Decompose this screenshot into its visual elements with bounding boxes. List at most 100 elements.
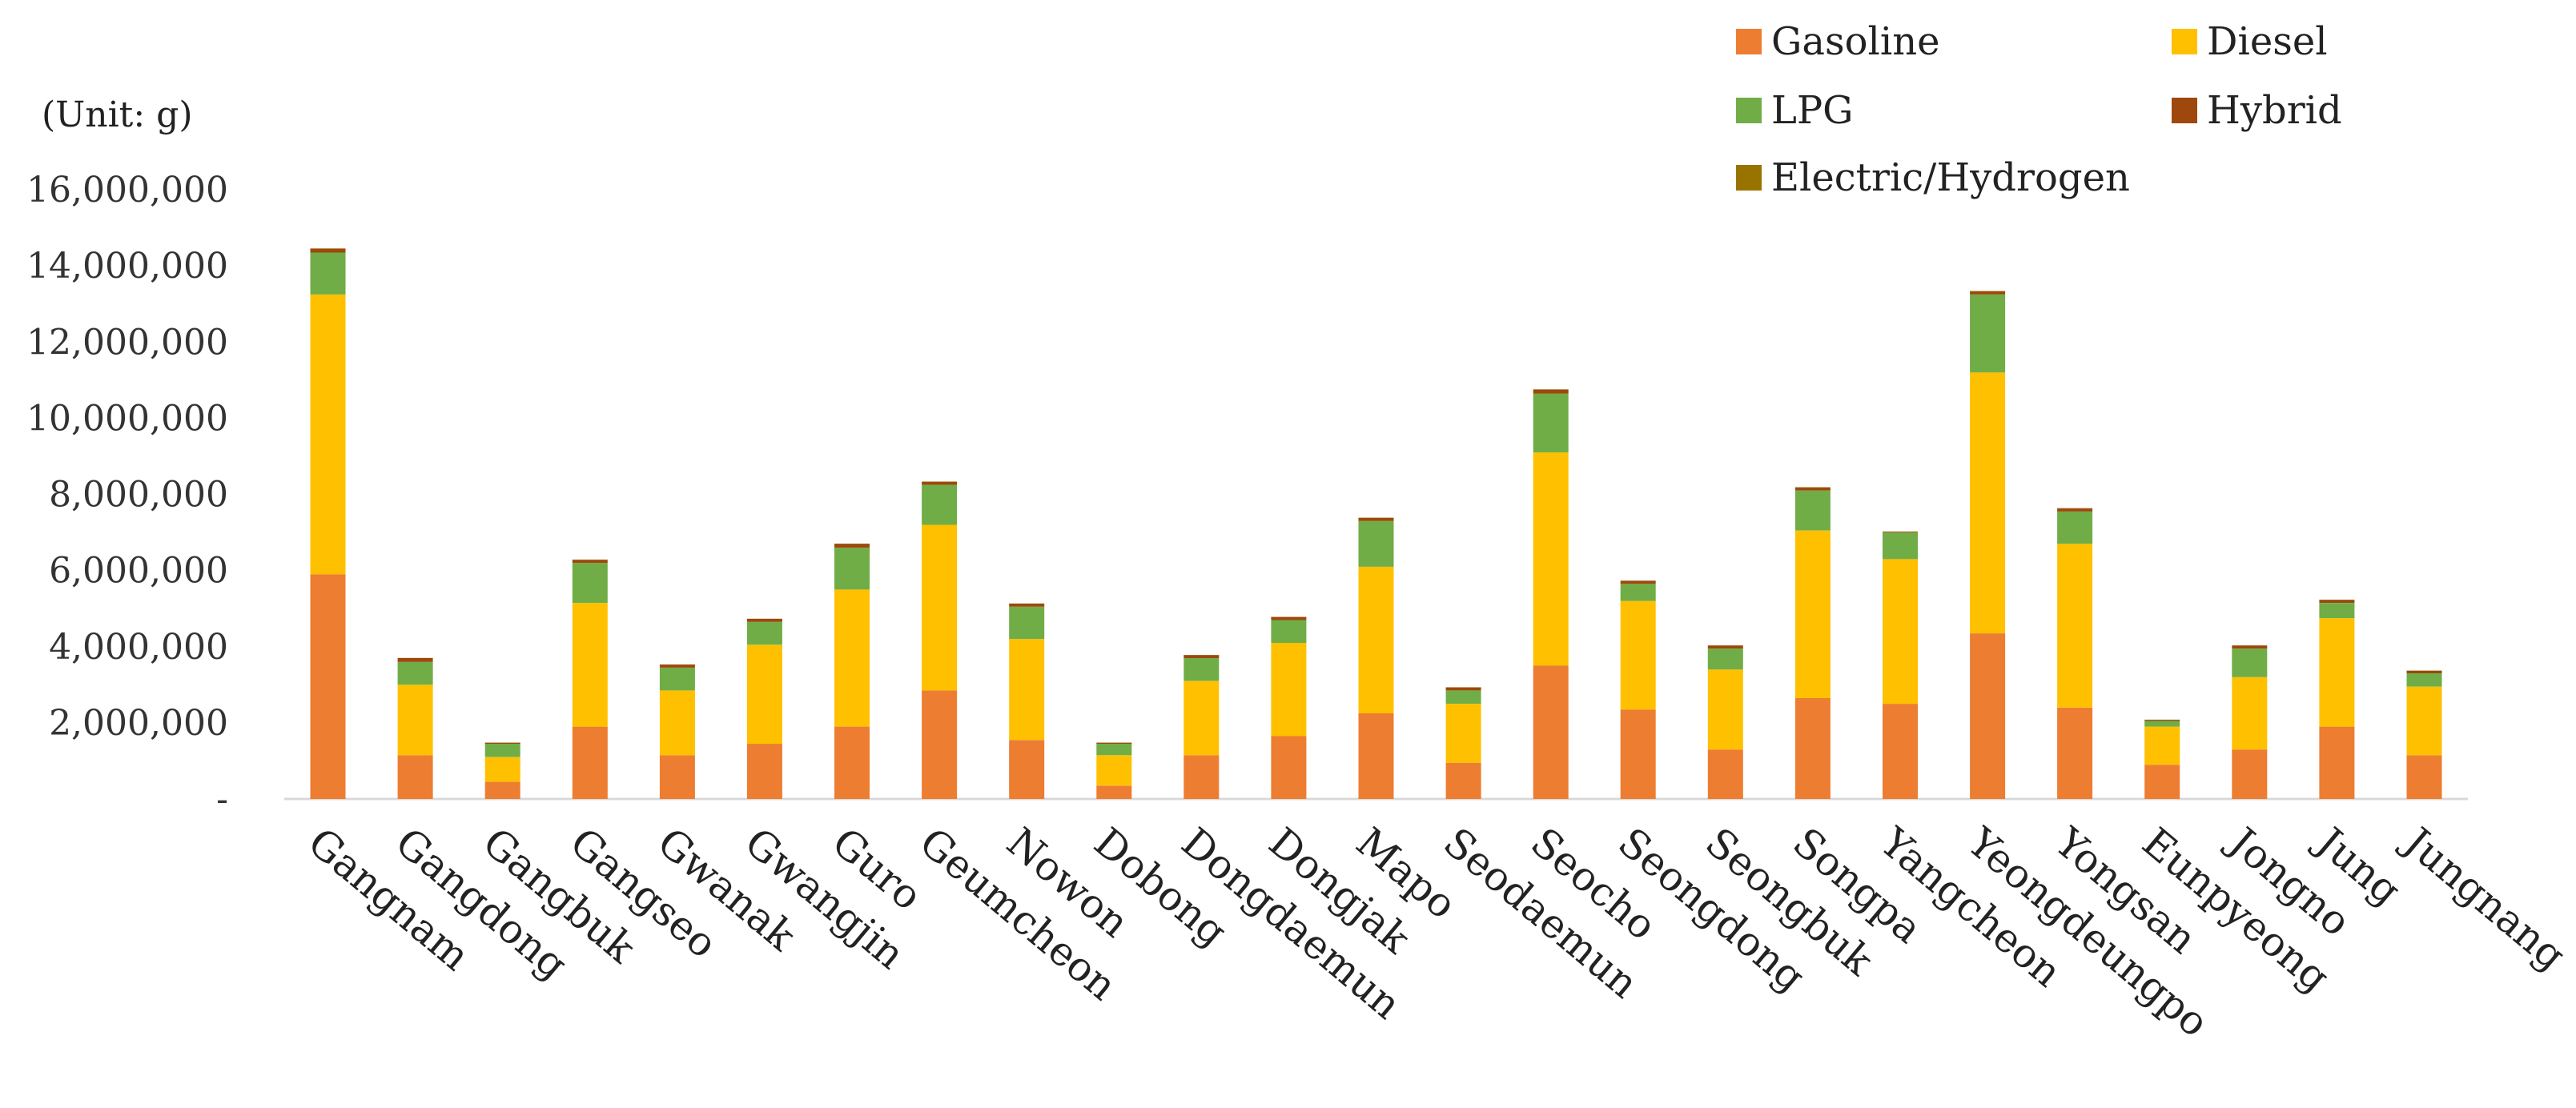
y-tick-label: 14,000,000	[26, 246, 228, 287]
bar-segment-lpg-geumcheon	[922, 484, 958, 525]
bar-segment-hybrid-gangnam	[310, 248, 346, 253]
bar-segment-hybrid-nowon	[1009, 604, 1045, 607]
bar-segment-hybrid-dongdaemun	[1184, 655, 1220, 658]
bar-segment-diesel-jung	[2319, 618, 2355, 727]
y-tick-label: -	[216, 779, 228, 820]
bar-segment-diesel-seongbuk	[1707, 669, 1743, 750]
bar-segment-hybrid-jung	[2319, 600, 2355, 603]
bar-segment-gasoline-gangnam	[310, 574, 346, 799]
bar-segment-diesel-jongno	[2232, 676, 2268, 750]
bar-segment-lpg-gwanak	[659, 667, 695, 691]
bar-segment-hybrid-gangdong	[397, 658, 433, 662]
bar-segment-gasoline-seocho	[1533, 665, 1569, 799]
y-tick-label: 16,000,000	[26, 170, 228, 211]
bar-segment-gasoline-nowon	[1009, 740, 1045, 799]
bar-segment-diesel-mapo	[1358, 566, 1394, 713]
bar-segment-hybrid-seodaemun	[1445, 687, 1481, 691]
bar-segment-gasoline-geumcheon	[922, 690, 958, 799]
y-tick-label: 6,000,000	[49, 551, 228, 592]
bar-segment-gasoline-dobong	[1096, 785, 1132, 799]
legend-swatch-hybrid	[2172, 98, 2197, 123]
bar-segment-diesel-yongsan	[2057, 544, 2093, 708]
bar-segment-hybrid-gangseo	[572, 560, 608, 564]
y-tick-label: 10,000,000	[26, 398, 228, 439]
bar-segment-gasoline-songpa	[1794, 698, 1831, 799]
legend-label-diesel: Diesel	[2207, 19, 2328, 64]
bar-segment-gasoline-seongbuk	[1707, 749, 1743, 799]
bar-segment-lpg-yongsan	[2057, 511, 2093, 544]
bar-segment-hybrid-seocho	[1533, 389, 1569, 394]
bar-segment-gasoline-seongdong	[1620, 709, 1656, 799]
y-tick-label: 2,000,000	[49, 703, 228, 744]
bar-segment-diesel-guro	[834, 589, 870, 727]
bar-segment-electric-hydrogen-yeongdeungpo	[1970, 291, 2005, 292]
bar-segment-gasoline-mapo	[1358, 713, 1394, 799]
bar-segment-hybrid-gwangjin	[746, 619, 782, 622]
bar-segment-diesel-songpa	[1794, 530, 1831, 698]
bar-segment-hybrid-geumcheon	[922, 481, 958, 485]
bar-segment-gasoline-jungnang	[2406, 755, 2442, 799]
bar-segment-hybrid-songpa	[1794, 487, 1831, 491]
bar-segment-hybrid-seongdong	[1620, 580, 1656, 584]
bar-segment-electric-hydrogen-gangnam	[310, 248, 346, 249]
bar-segment-lpg-mapo	[1358, 520, 1394, 567]
bar-segment-diesel-seocho	[1533, 452, 1569, 666]
bar-segment-hybrid-dongjak	[1271, 616, 1307, 620]
bar-segment-gasoline-guro	[834, 726, 870, 799]
bars	[310, 248, 2442, 799]
y-tick-label: 4,000,000	[49, 627, 228, 668]
bar-segment-diesel-gangnam	[310, 294, 346, 575]
bar-segment-gasoline-eunpyeong	[2144, 765, 2180, 799]
bar-segment-diesel-seongdong	[1620, 600, 1656, 710]
bar-segment-lpg-jung	[2319, 603, 2355, 619]
bar-segment-diesel-dongjak	[1271, 643, 1307, 737]
unit-label: (Unit: g)	[42, 94, 192, 135]
bar-segment-lpg-seongdong	[1620, 584, 1656, 601]
bar-segment-hybrid-gwanak	[659, 664, 695, 668]
y-axis: - 2,000,000 4,000,000 6,000,000 8,000,000 10,…	[26, 170, 228, 820]
bar-segment-lpg-gangdong	[397, 661, 433, 685]
bar-segment-lpg-guro	[834, 548, 870, 590]
bar-segment-lpg-gangnam	[310, 252, 346, 295]
bar-segment-lpg-jongno	[2232, 648, 2268, 677]
bar-segment-diesel-dongdaemun	[1184, 680, 1220, 756]
y-tick-label: 12,000,000	[26, 322, 228, 363]
bar-segment-gasoline-gangbuk	[484, 781, 520, 799]
bar-segment-lpg-seodaemun	[1445, 690, 1481, 704]
legend-label-gasoline: Gasoline	[1771, 19, 1940, 64]
bar-segment-hybrid-eunpyeong	[2144, 720, 2180, 721]
legend-label-lpg: LPG	[1771, 88, 1854, 133]
bar-segment-diesel-jungnang	[2406, 686, 2442, 756]
x-tick-label: Jungnang	[2393, 817, 2574, 980]
bar-segment-gasoline-yangcheon	[1883, 704, 1918, 799]
bar-segment-gasoline-yeongdeungpo	[1970, 633, 2006, 799]
bar-segment-diesel-gwanak	[659, 690, 695, 756]
legend-label-hybrid: Hybrid	[2207, 88, 2342, 133]
bar-segment-hybrid-seongbuk	[1707, 645, 1743, 649]
bar-segment-gasoline-jongno	[2232, 749, 2268, 799]
bar-segment-diesel-nowon	[1009, 639, 1045, 741]
bar-segment-lpg-yeongdeungpo	[1970, 294, 2006, 373]
bar-segment-diesel-seodaemun	[1445, 704, 1481, 763]
bar-segment-hybrid-yeongdeungpo	[1970, 291, 2006, 295]
legend-label-electric-hydrogen: Electric/Hydrogen	[1771, 155, 2130, 200]
bar-segment-diesel-gangdong	[397, 684, 433, 756]
legend: Gasoline Diesel LPG Hybrid Electric/Hydrogen	[1736, 19, 2342, 200]
bar-segment-gasoline-seodaemun	[1445, 762, 1481, 799]
bar-segment-lpg-songpa	[1794, 490, 1831, 531]
bar-segment-diesel-yangcheon	[1883, 559, 1918, 705]
bar-segment-gasoline-jung	[2319, 726, 2355, 799]
bar-segment-diesel-gangseo	[572, 603, 608, 727]
bar-segment-lpg-eunpyeong	[2144, 721, 2180, 727]
bar-segment-gasoline-gangdong	[397, 755, 433, 799]
bar-segment-electric-hydrogen-seocho	[1533, 389, 1569, 390]
bar-segment-lpg-dobong	[1096, 744, 1132, 756]
legend-swatch-lpg	[1736, 98, 1762, 123]
bar-segment-hybrid-guro	[834, 544, 870, 548]
bar-segment-hybrid-yongsan	[2057, 508, 2093, 512]
bar-segment-lpg-gwangjin	[746, 621, 782, 645]
legend-swatch-electric-hydrogen	[1736, 165, 1762, 191]
x-axis-labels: GangnamGangdongGangbukGangseoGwanakGwang…	[299, 817, 2574, 1046]
bar-segment-lpg-seocho	[1533, 393, 1569, 453]
